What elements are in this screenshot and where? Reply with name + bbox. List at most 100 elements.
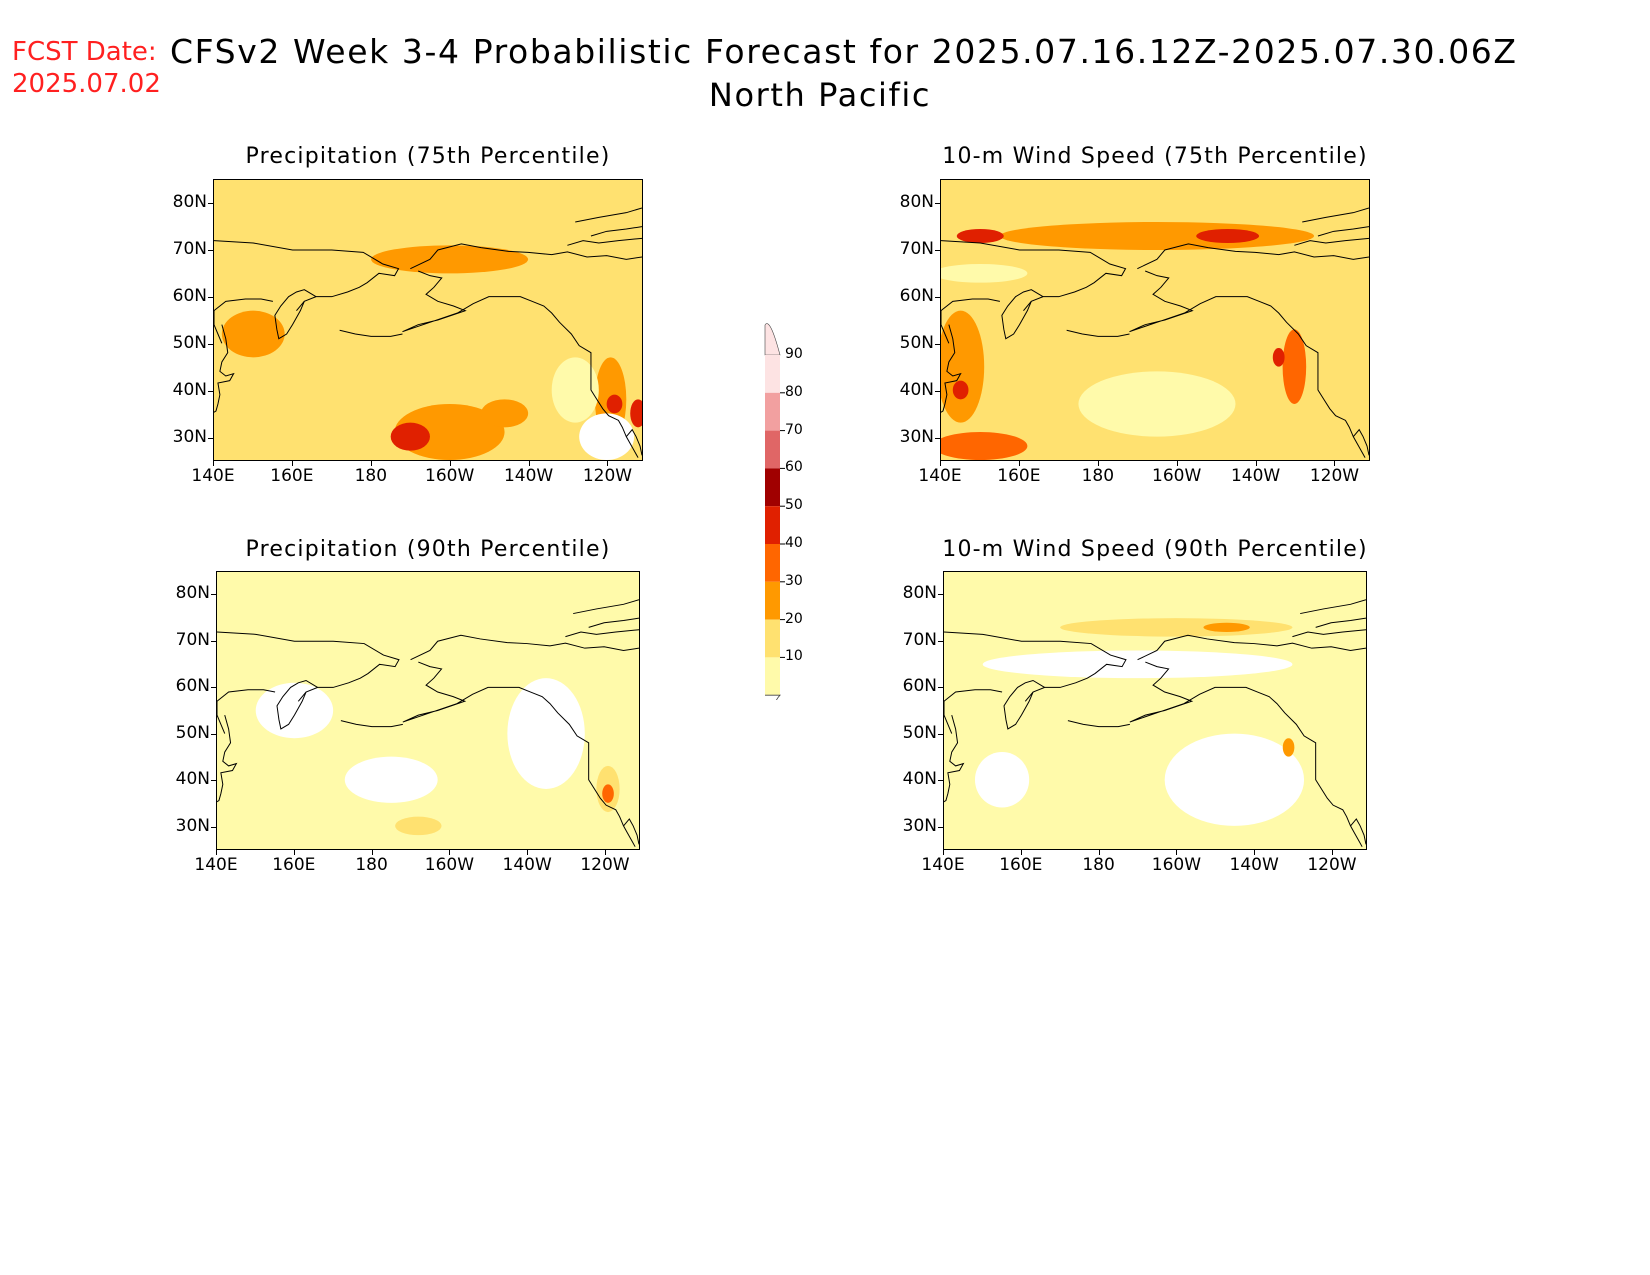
lon-tick-label: 160W: [1151, 855, 1202, 875]
colorbar-level-label: 60: [785, 459, 803, 476]
probability-contour-region: [1164, 733, 1305, 826]
lon-tick-label: 140E: [918, 466, 962, 486]
coastline: [1292, 629, 1366, 638]
coastline: [410, 243, 642, 270]
coastline: [944, 714, 965, 803]
coastline: [276, 679, 318, 730]
lat-tick: [208, 437, 213, 439]
lon-tick-label: 140E: [921, 855, 965, 875]
lon-tick: [527, 850, 529, 855]
lon-tick: [1098, 850, 1100, 855]
lat-tick: [938, 640, 943, 642]
probability-contour-region: [344, 756, 438, 803]
lon-tick-label: 120W: [1309, 466, 1360, 486]
lon-tick-label: 180: [354, 466, 388, 486]
lon-tick-label: 160E: [272, 855, 316, 875]
lat-tick: [938, 733, 943, 735]
lat-tick: [935, 249, 940, 251]
colorbar-level-label: 80: [785, 383, 803, 400]
coastline: [1315, 617, 1366, 628]
map-precip-75: [213, 179, 643, 461]
lat-tick: [935, 296, 940, 298]
page-subtitle: North Pacific: [708, 76, 932, 114]
forecast-date-value: 2025.07.02: [12, 69, 161, 99]
probability-contour-region: [941, 264, 1028, 283]
coastline: [1129, 270, 1366, 458]
lon-tick: [528, 461, 530, 466]
coastline: [217, 689, 276, 734]
probability-contour-region: [1282, 738, 1295, 757]
coastline: [944, 631, 1127, 702]
map-wind-75: [940, 179, 1370, 461]
colorbar-segment: [765, 430, 780, 469]
lat-tick-label: 50N: [175, 722, 210, 743]
coastline: [1350, 818, 1366, 845]
coastline: [274, 289, 317, 340]
lon-tick: [607, 461, 609, 466]
colorbar-level-label: 30: [785, 572, 803, 589]
lat-tick-label: 30N: [902, 815, 937, 836]
lat-tick-label: 40N: [175, 769, 210, 790]
lon-tick: [943, 850, 944, 855]
lon-tick-label: 180: [355, 855, 388, 875]
coastline: [217, 714, 238, 803]
lat-tick-label: 50N: [902, 722, 937, 743]
coastline: [214, 240, 400, 311]
coastline: [1001, 289, 1044, 340]
lon-tick-label: 140W: [1229, 855, 1279, 875]
probability-contour-region: [602, 784, 614, 803]
lon-tick-label: 120W: [1307, 855, 1357, 875]
probability-contour-region: [941, 432, 1028, 460]
probability-contour-region: [956, 229, 1004, 243]
probability-contour-region: [1272, 348, 1285, 367]
lat-tick: [935, 202, 940, 204]
coastline: [1352, 428, 1369, 456]
coastline: [625, 428, 642, 456]
coastline: [1302, 207, 1369, 223]
lon-tick: [604, 850, 606, 855]
probability-contour-region: [221, 310, 285, 358]
lat-tick-label: 50N: [899, 332, 934, 353]
colorbar-level-label: 70: [785, 421, 803, 438]
colorbar-segment: [765, 355, 780, 393]
probability-contour-region: [1203, 622, 1250, 633]
coastline: [941, 240, 1127, 311]
probability-contour-region: [999, 222, 1315, 250]
lat-tick: [211, 826, 216, 828]
lat-tick: [935, 390, 940, 392]
panel-title-precip-75: Precipitation (75th Percentile): [245, 144, 611, 169]
forecast-date-block: FCST Date: 2025.07.02: [12, 36, 161, 100]
panel-title-wind-90: 10-m Wind Speed (90th Percentile): [942, 537, 1368, 562]
coastline: [410, 634, 639, 661]
probability-contour-region: [1282, 329, 1307, 404]
page-title: CFSv2 Week 3-4 Probabilistic Forecast fo…: [170, 32, 1518, 71]
colorbar-level-label: 90: [785, 346, 803, 362]
lon-tick: [1254, 850, 1256, 855]
lon-tick-label: 140W: [503, 466, 554, 486]
coastline: [941, 298, 1000, 344]
coastline: [217, 631, 400, 702]
probability-contour-region: [1060, 618, 1293, 637]
lat-tick: [938, 780, 943, 782]
lat-tick: [211, 594, 216, 596]
lon-tick: [371, 850, 373, 855]
lon-tick: [1020, 850, 1022, 855]
lon-tick-label: 160W: [424, 855, 475, 875]
lon-tick-label: 180: [1082, 855, 1115, 875]
coastline: [402, 270, 639, 458]
panel-title-precip-90: Precipitation (90th Percentile): [245, 537, 611, 562]
lon-tick: [291, 461, 293, 466]
coastline: [588, 617, 639, 628]
lat-tick-label: 40N: [899, 379, 934, 400]
coastline: [339, 329, 403, 337]
colorbar-level-label: 40: [785, 535, 803, 551]
colorbar: [764, 323, 785, 700]
lon-tick-label: 160W: [1152, 466, 1202, 486]
lon-tick: [1176, 461, 1178, 466]
colorbar-segment: [765, 392, 780, 431]
lat-tick-label: 80N: [175, 583, 210, 604]
coastline: [1137, 243, 1369, 270]
lat-tick: [938, 687, 943, 689]
lon-tick: [1097, 461, 1099, 466]
coastline: [402, 661, 636, 847]
